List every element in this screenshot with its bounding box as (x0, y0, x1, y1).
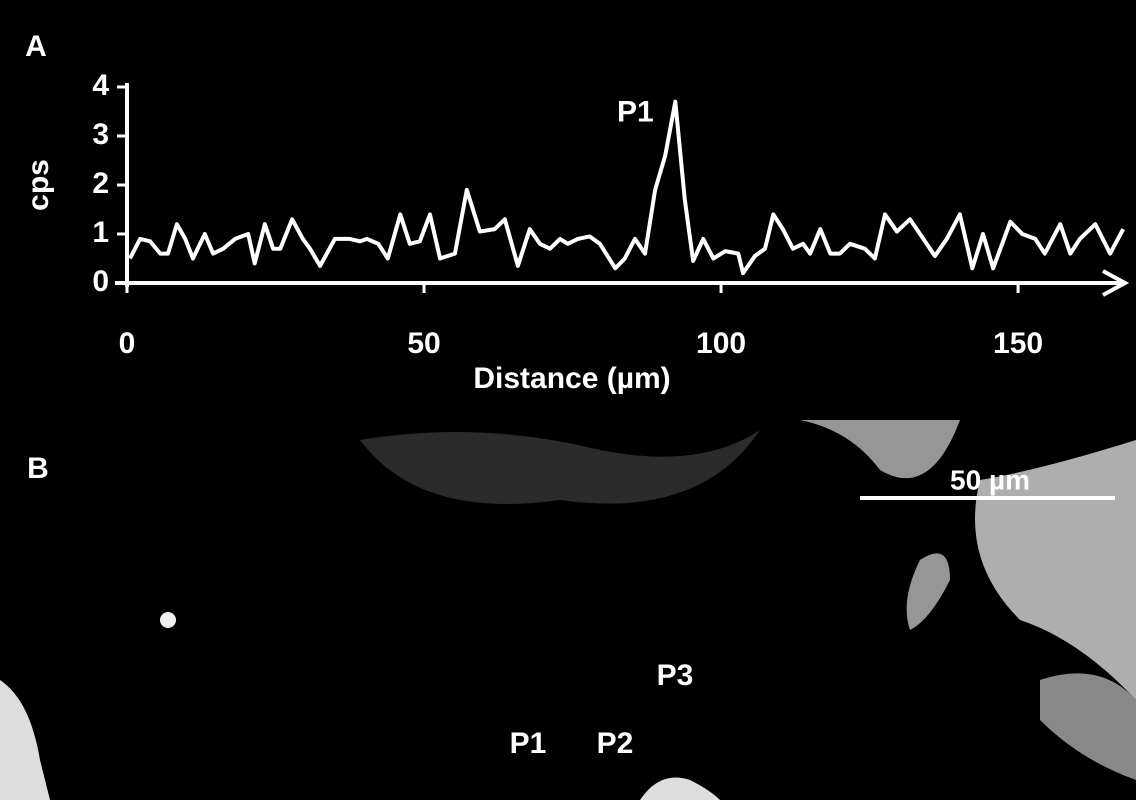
data-line (128, 99, 1125, 276)
image-feature (800, 420, 960, 479)
x-axis-label: Distance (µm) (473, 362, 670, 395)
x-axis-arrow (1102, 269, 1130, 297)
annotation: P1 (617, 96, 654, 129)
scale-bar-label: 50 µm (950, 464, 1030, 495)
image-feature (360, 430, 760, 504)
image-feature (160, 612, 176, 628)
x-tick-label: 150 (993, 327, 1043, 360)
micrograph: 50 µm B P1 P2 P3 (0, 410, 1136, 800)
image-feature (1040, 673, 1136, 780)
image-feature (640, 777, 720, 800)
panel-label: B (27, 452, 49, 485)
image-feature (975, 440, 1136, 700)
y-tick-label: 3 (92, 118, 109, 151)
y-tick-label: 1 (92, 216, 109, 249)
y-tick-label: 4 (92, 69, 109, 102)
y-tick-label: 0 (92, 265, 109, 298)
panel-label: A (25, 30, 47, 63)
point-label: P1 (510, 727, 547, 760)
image-feature (906, 553, 950, 630)
y-axis-label: cps (22, 159, 55, 211)
x-tick-label: 100 (696, 327, 746, 360)
x-tick-label: 50 (407, 327, 440, 360)
image-feature (0, 680, 50, 800)
point-label: P2 (597, 727, 634, 760)
point-label: P3 (657, 659, 694, 692)
y-tick-label: 2 (92, 167, 109, 200)
x-tick-label: 0 (119, 327, 136, 360)
